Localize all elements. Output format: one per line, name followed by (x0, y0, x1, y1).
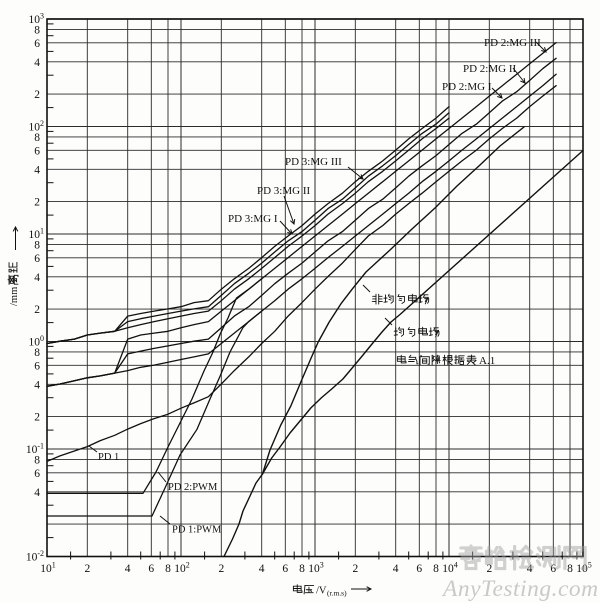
svg-text:8: 8 (34, 239, 40, 251)
svg-text:8: 8 (34, 347, 40, 359)
svg-text:PD 2:MG I: PD 2:MG I (442, 81, 492, 93)
svg-text:2: 2 (218, 563, 224, 575)
svg-text:6: 6 (34, 145, 40, 157)
svg-text:2: 2 (34, 412, 40, 424)
svg-text:PD 1:PWM: PD 1:PWM (172, 525, 222, 536)
svg-text:AnyTesting.com: AnyTesting.com (441, 576, 599, 602)
svg-text:2: 2 (352, 563, 358, 575)
svg-text:6: 6 (282, 563, 288, 575)
svg-text:4: 4 (259, 563, 265, 575)
svg-text:4: 4 (393, 563, 399, 575)
svg-text:8: 8 (567, 563, 573, 575)
svg-text:2: 2 (84, 563, 90, 575)
svg-text:8: 8 (34, 454, 40, 466)
svg-text:PD 2:MG III: PD 2:MG III (484, 37, 541, 49)
svg-text:PD 3:MG I: PD 3:MG I (228, 213, 278, 225)
svg-text:6: 6 (550, 563, 556, 575)
svg-text:4: 4 (527, 563, 533, 575)
svg-text:6: 6 (148, 563, 154, 575)
svg-text:2: 2 (34, 304, 40, 316)
svg-text:4: 4 (125, 563, 131, 575)
svg-text:(r.m.s): (r.m.s) (327, 589, 347, 598)
svg-text:8: 8 (34, 24, 40, 36)
svg-text:4: 4 (34, 164, 40, 176)
svg-text:PD 2:MG II: PD 2:MG II (463, 63, 517, 75)
svg-text:6: 6 (34, 360, 40, 372)
svg-text:8: 8 (34, 132, 40, 144)
svg-text:PD 3:MG II: PD 3:MG II (257, 185, 311, 197)
svg-text:/V: /V (316, 586, 327, 597)
svg-text:4: 4 (34, 487, 40, 499)
svg-text:A.1: A.1 (479, 355, 495, 367)
svg-text:8: 8 (299, 563, 305, 575)
svg-text:4: 4 (34, 379, 40, 391)
svg-text:/mm: /mm (9, 287, 20, 306)
svg-text:PD 2:PWM: PD 2:PWM (168, 482, 218, 493)
svg-text:6: 6 (416, 563, 422, 575)
svg-text:8: 8 (165, 563, 171, 575)
svg-text:2: 2 (34, 89, 40, 101)
svg-text:8: 8 (433, 563, 439, 575)
svg-text:4: 4 (34, 57, 40, 69)
svg-text:PD 1: PD 1 (98, 452, 119, 463)
svg-text:6: 6 (34, 253, 40, 265)
svg-text:2: 2 (34, 197, 40, 209)
svg-text:PD 3:MG III: PD 3:MG III (285, 156, 342, 168)
svg-text:4: 4 (34, 272, 40, 284)
svg-text:6: 6 (34, 38, 40, 50)
svg-text:6: 6 (34, 468, 40, 480)
svg-text:2: 2 (486, 563, 492, 575)
